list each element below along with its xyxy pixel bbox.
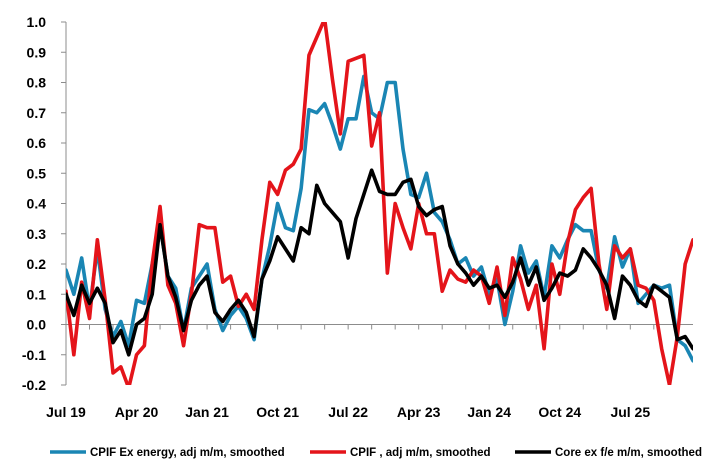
x-tick-label: Apr 23 xyxy=(397,404,441,420)
y-tick-label: -0.1 xyxy=(22,347,46,363)
y-tick-label: 0.4 xyxy=(27,196,47,212)
series-line-2 xyxy=(66,22,693,385)
legend-item-1: CPIF Ex energy, adj m/m, smoothed xyxy=(50,447,285,459)
series-line-3 xyxy=(66,168,693,357)
legend-label: CPIF Ex energy, adj m/m, smoothed xyxy=(90,447,285,459)
x-tick-label: Oct 21 xyxy=(256,404,299,420)
legend: CPIF Ex energy, adj m/m, smoothed CPIF , … xyxy=(50,447,702,459)
x-tick-label: Oct 24 xyxy=(538,404,581,420)
x-tick-label: Jan 21 xyxy=(185,404,229,420)
legend-label: Core ex f/e m/m, smoothed xyxy=(555,447,702,459)
y-tick-label: 0.8 xyxy=(27,75,47,91)
y-tick-label: 0.2 xyxy=(27,256,47,272)
y-tick-label: -0.2 xyxy=(22,377,46,393)
series-layer xyxy=(66,22,693,385)
y-tick-label: 1.0 xyxy=(27,14,47,30)
y-axis: -0.2 -0.1 0.0 0.1 0.2 0.3 0.4 0.5 0.6 0.7 0.8 0.9 1.… xyxy=(22,14,67,393)
legend-item-3: Core ex f/e m/m, smoothed xyxy=(515,447,702,459)
x-tick-label: Jan 24 xyxy=(467,404,511,420)
y-tick-label: 0.7 xyxy=(27,105,47,121)
x-tick-label: Jul 25 xyxy=(610,404,650,420)
x-axis: Jul 19 Apr 20 Jan 21 Oct 21 Jul 22 Apr 23 Jan … xyxy=(46,324,693,420)
y-tick-label: 0.9 xyxy=(27,44,47,60)
x-tick-label: Jul 22 xyxy=(328,404,368,420)
x-tick-label: Jul 19 xyxy=(46,404,86,420)
y-tick-label: 0.0 xyxy=(27,317,47,333)
y-tick-label: 0.1 xyxy=(27,286,47,302)
x-tick-label: Apr 20 xyxy=(115,404,159,420)
y-tick-label: 0.6 xyxy=(27,135,47,151)
y-tick-label: 0.5 xyxy=(27,165,47,181)
legend-label: CPIF , adj m/m, smoothed xyxy=(350,447,491,459)
y-tick-label: 0.3 xyxy=(27,226,47,242)
legend-item-2: CPIF , adj m/m, smoothed xyxy=(310,447,491,459)
